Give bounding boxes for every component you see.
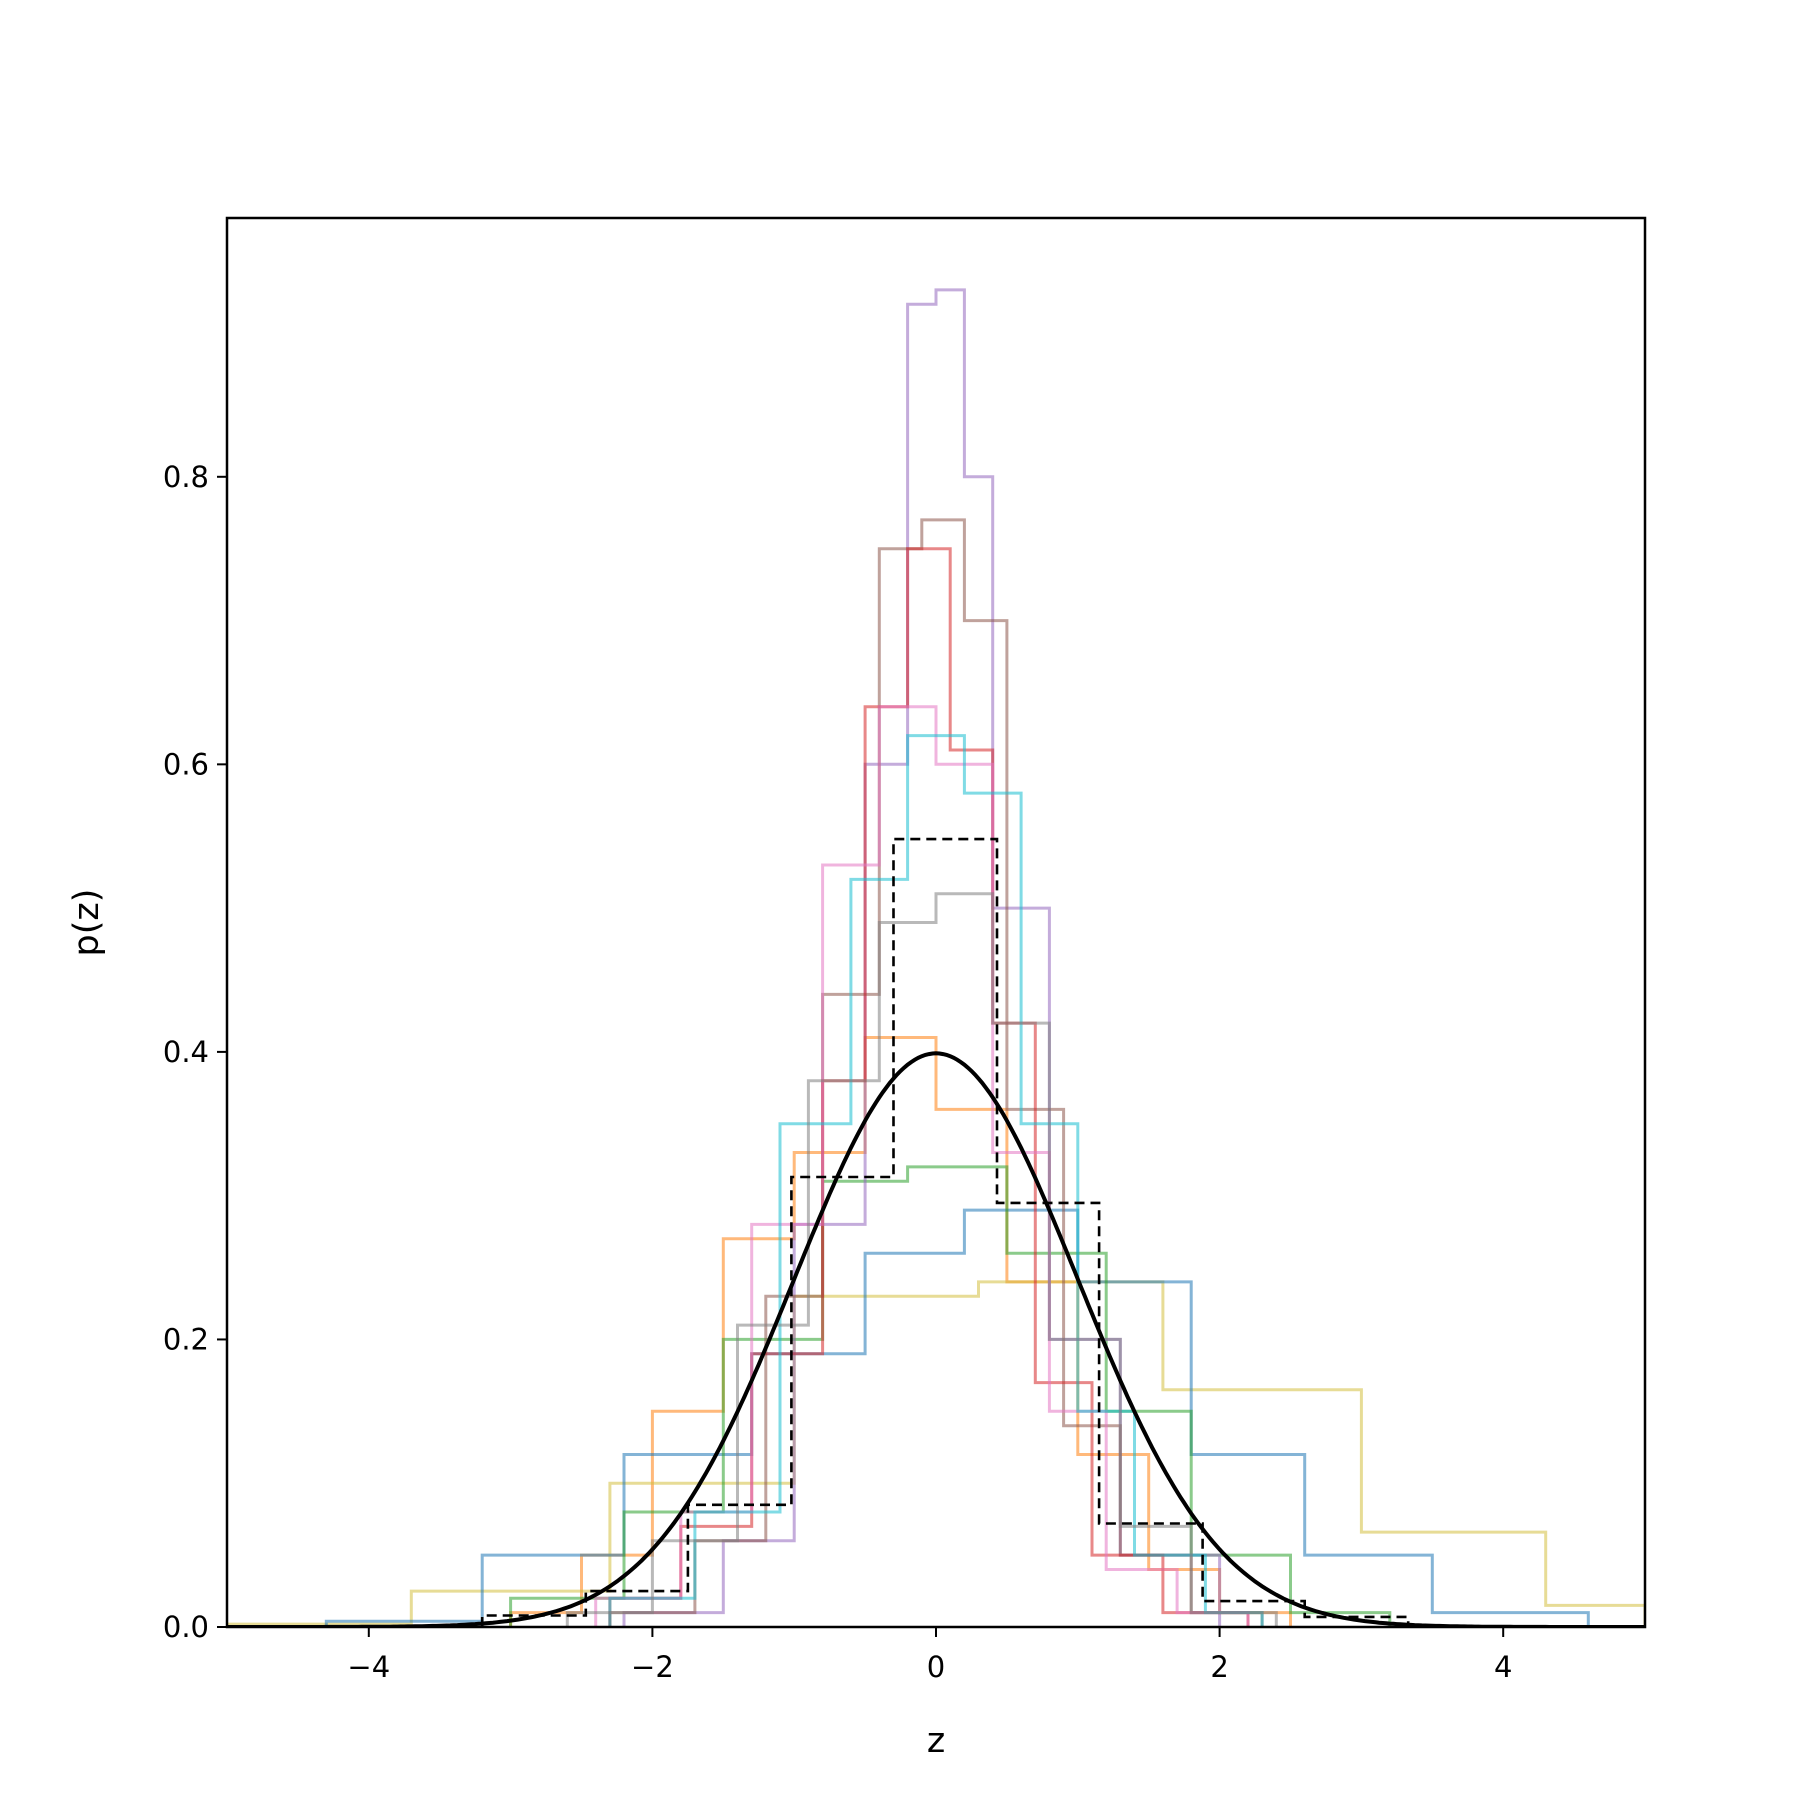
x-axis-label: z [927, 1721, 945, 1761]
y-tick-label: 0.2 [163, 1322, 209, 1356]
histogram-series-10 [565, 892, 1278, 1627]
normal-curve-layer [227, 1051, 1645, 1627]
histogram-series-4 [509, 1165, 1392, 1627]
y-tick-label: 0.6 [163, 747, 209, 781]
y-tick-label: 0.4 [163, 1035, 209, 1069]
y-tick-label: 0.8 [163, 460, 209, 494]
x-tick-label: −2 [631, 1650, 674, 1684]
histogram-series-2 [227, 1280, 1645, 1627]
x-tick-label: 0 [927, 1650, 945, 1684]
y-tick-label: 0.0 [163, 1610, 209, 1644]
x-tick-label: 2 [1210, 1650, 1228, 1684]
histogram-series-7 [608, 547, 1250, 1627]
y-axis-label: p(z) [67, 889, 107, 957]
normal-curve [227, 1051, 1645, 1627]
y-axis-ticks: 0.0 0.2 0.4 0.6 0.8 [163, 460, 227, 1644]
x-tick-label: −4 [347, 1650, 390, 1684]
x-tick-label: 4 [1494, 1650, 1512, 1684]
histogram-series-3 [324, 1208, 1590, 1627]
x-axis-ticks: −4 −2 0 2 4 [347, 1627, 1512, 1684]
series-layer [227, 288, 1645, 1627]
